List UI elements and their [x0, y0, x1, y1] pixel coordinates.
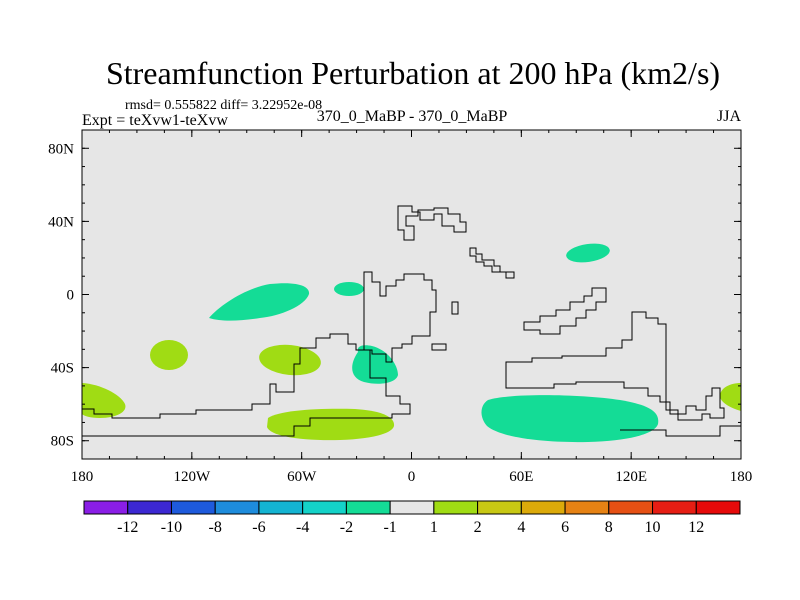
colorbar-swatch	[433, 500, 479, 515]
colorbar-label: 12	[688, 519, 704, 536]
x-tick-label: 180	[730, 469, 753, 485]
period-label: 370_0_MaBP - 370_0_MaBP	[317, 108, 508, 125]
stats-label: rmsd= 0.555822 diff= 3.22952e-08	[125, 98, 322, 113]
arctic-island	[469, 247, 515, 279]
eastern-landmass	[523, 287, 607, 335]
colorbar-swatch	[608, 500, 654, 515]
colorbar-label: -6	[252, 519, 265, 536]
x-tick-label: 180	[71, 469, 94, 485]
y-tick-label: 80N	[48, 141, 74, 157]
positive-anomaly-1	[150, 340, 188, 370]
x-tick-label: 0	[408, 469, 416, 485]
coastlines	[82, 205, 741, 437]
colorbar-label: 2	[474, 519, 482, 536]
positive-anomaly-2	[259, 344, 321, 376]
colorbar-label: 10	[645, 519, 661, 536]
colorbar-swatch	[389, 500, 435, 515]
southern-landmass	[505, 311, 725, 421]
experiment-label: Expt = teXvw1-teXvw	[82, 112, 228, 129]
y-tick-label: 40N	[48, 214, 74, 230]
colorbar-swatch	[170, 500, 216, 515]
negative-anomaly-5	[481, 395, 659, 443]
x-tick-label: 60E	[509, 469, 533, 485]
negative-anomaly-2	[334, 282, 364, 296]
colorbar-label: -8	[209, 519, 222, 536]
colorbar-label: -1	[383, 519, 396, 536]
colorbar-swatch	[345, 500, 391, 515]
small-island	[451, 301, 459, 315]
colorbar-swatch	[127, 500, 172, 515]
colorbar-label: -4	[296, 519, 309, 536]
colorbar-swatch	[258, 500, 304, 515]
continent-outline	[82, 271, 437, 437]
colorbar-swatch	[520, 500, 566, 515]
x-tick-label: 60W	[287, 469, 317, 485]
chart-title: Streamfunction Perturbation at 200 hPa (…	[106, 55, 720, 91]
colorbar-label: -10	[161, 519, 182, 536]
anomaly-fields	[82, 243, 741, 443]
colorbar-swatch	[564, 500, 610, 515]
equatorial-island	[431, 343, 447, 351]
y-axis: 80N 40N 0 40S 80S	[48, 129, 741, 460]
y-tick-label: 0	[67, 288, 75, 304]
x-tick-label: 120E	[615, 469, 647, 485]
colorbar-swatch	[695, 500, 741, 515]
colorbar-swatch	[83, 500, 129, 515]
colorbar-label: -12	[117, 519, 138, 536]
season-label: JJA	[717, 108, 741, 125]
colorbar-swatch	[652, 500, 697, 515]
positive-anomaly-4	[720, 383, 741, 411]
colorbar-swatch	[302, 500, 347, 515]
negative-anomaly-1	[209, 283, 310, 321]
northern-landmass	[397, 205, 467, 241]
negative-anomaly-3	[566, 243, 610, 263]
colorbar-label: 4	[517, 519, 525, 536]
colorbar-label: 1	[430, 519, 438, 536]
colorbar-swatch	[214, 500, 260, 515]
colorbar-label: 8	[605, 519, 613, 536]
pacific-coastline	[620, 425, 741, 437]
colorbar: -12 -10 -8 -6 -4 -2 -1 1 2 4 6 8 10 12	[83, 500, 741, 536]
x-axis: 180 120W 60W 0 60E 120E 180	[71, 130, 753, 485]
colorbar-label: 6	[561, 519, 569, 536]
x-tick-label: 120W	[173, 469, 211, 485]
y-tick-label: 40S	[51, 361, 74, 377]
colorbar-swatch	[477, 500, 522, 515]
negative-anomaly-4	[352, 345, 398, 384]
positive-anomaly-5	[267, 408, 395, 441]
y-tick-label: 80S	[51, 434, 74, 450]
colorbar-label: -2	[340, 519, 353, 536]
